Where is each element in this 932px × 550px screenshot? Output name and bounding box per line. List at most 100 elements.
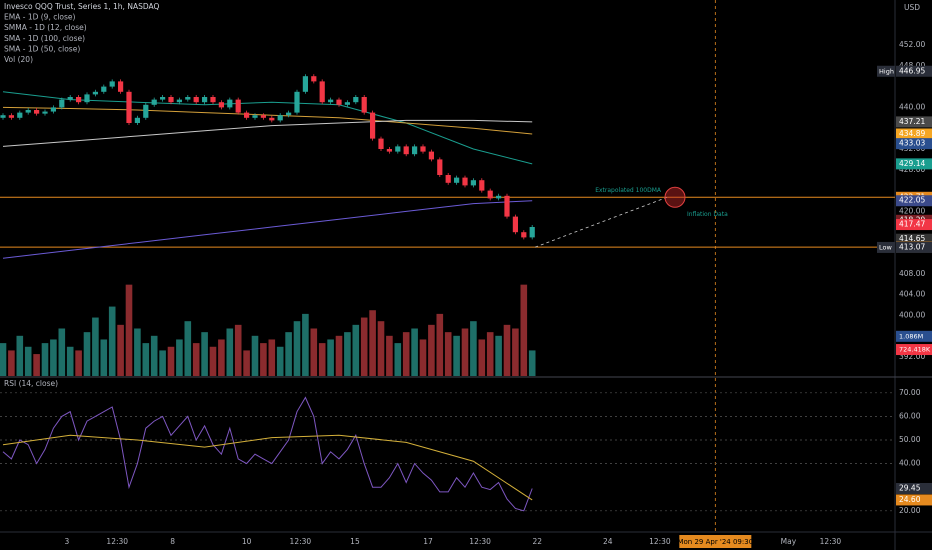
legend-line: Vol (20) (4, 55, 33, 64)
price-badge (896, 128, 932, 140)
candle (386, 149, 392, 152)
price-badge-label: 433.03 (899, 139, 925, 148)
volume-bar (218, 339, 225, 376)
candle (143, 104, 149, 118)
candle (420, 146, 426, 152)
legend-line: SMMA - 1D (12, close) (4, 23, 87, 32)
candle (126, 91, 132, 123)
candle (59, 99, 65, 108)
volume-bar (428, 324, 435, 376)
volume-bar (8, 350, 15, 376)
volume-bar (344, 332, 351, 376)
candle (302, 76, 308, 92)
volume-bar (159, 350, 166, 376)
candle (294, 91, 300, 113)
candle (328, 99, 334, 103)
candle (395, 146, 401, 152)
price-badge-label: 422.05 (899, 196, 925, 205)
time-label: 10 (242, 537, 252, 546)
time-label: 12:30 (820, 537, 842, 546)
candle (521, 232, 527, 238)
candle (67, 97, 73, 100)
volume-bar (503, 324, 511, 376)
candle (269, 117, 275, 121)
time-label: May (781, 537, 797, 546)
candle (101, 86, 107, 92)
candle (378, 138, 384, 149)
volume-bar (453, 335, 460, 376)
volume-bar (33, 354, 40, 376)
volume-bar (419, 339, 427, 376)
cursor-label: Mon 29 Apr '24 09:30 (677, 538, 753, 546)
candle (370, 112, 376, 139)
candle (470, 180, 476, 186)
volume-bar (134, 328, 141, 376)
volume-bar (486, 332, 494, 376)
volume-bar (360, 317, 368, 376)
volume-bar (50, 339, 57, 376)
rsi-badge-label: 24.60 (899, 495, 921, 504)
candle (168, 97, 174, 103)
price-badge-label: 429.14 (899, 159, 925, 168)
legend-line: EMA - 1D (9, close) (4, 13, 76, 22)
price-badge (896, 65, 932, 77)
volume-bar (352, 324, 360, 376)
rsi-badge (896, 482, 932, 494)
price-badge (896, 233, 932, 245)
candle (454, 177, 460, 183)
volume-bar (100, 339, 108, 376)
candle (353, 97, 359, 103)
moving-average (2, 106, 533, 135)
candle (17, 112, 23, 118)
price-tick-label: 452.00 (899, 40, 925, 49)
candle (210, 97, 216, 103)
candle (176, 99, 182, 103)
volume-bar (394, 343, 402, 376)
volume-bar (470, 321, 477, 376)
time-label: 12:30 (106, 537, 128, 546)
candle (227, 99, 233, 108)
candle (529, 227, 535, 238)
price-tick-label: 392.00 (899, 352, 925, 361)
annotation: Extrapolated 100DMA (595, 187, 662, 194)
candle (462, 177, 468, 186)
badge-tag (877, 65, 895, 77)
volume-bar (226, 328, 234, 376)
candle (260, 115, 266, 118)
candle (218, 102, 224, 108)
candle (496, 195, 502, 199)
rsi-tick-label: 60.00 (899, 411, 921, 420)
candle (42, 111, 48, 114)
rsi-title: RSI (14, close) (4, 379, 58, 388)
candle (344, 102, 350, 105)
candle (277, 115, 283, 121)
volume-bar (461, 328, 469, 376)
candle (235, 99, 241, 113)
volume-bar (260, 343, 267, 376)
candle (252, 115, 258, 118)
volume-bar (478, 339, 486, 376)
volume-bar (58, 328, 66, 376)
volume-bar (41, 343, 49, 376)
volume-bar (251, 335, 259, 376)
price-badge-label: 437.21 (899, 117, 925, 126)
candle (403, 146, 409, 155)
target-circle (664, 186, 686, 208)
price-tick-label: 404.00 (899, 290, 925, 299)
candle (185, 97, 191, 100)
price-tick-label: 408.00 (899, 269, 925, 278)
candle (160, 97, 166, 100)
candle (361, 97, 367, 113)
price-badge (896, 158, 932, 170)
volume-bar (125, 284, 133, 376)
candle (118, 81, 124, 92)
legend-line: Invesco QQQ Trust, Series 1, 1h, NASDAQ (4, 2, 159, 11)
price-badge-label: 434.89 (899, 129, 925, 138)
candle (504, 195, 510, 217)
candle (244, 112, 250, 118)
rsi-tick-label: 40.00 (899, 459, 921, 468)
candle (34, 110, 40, 114)
candle (311, 76, 317, 82)
candle (25, 110, 31, 113)
price-badge (896, 219, 932, 231)
